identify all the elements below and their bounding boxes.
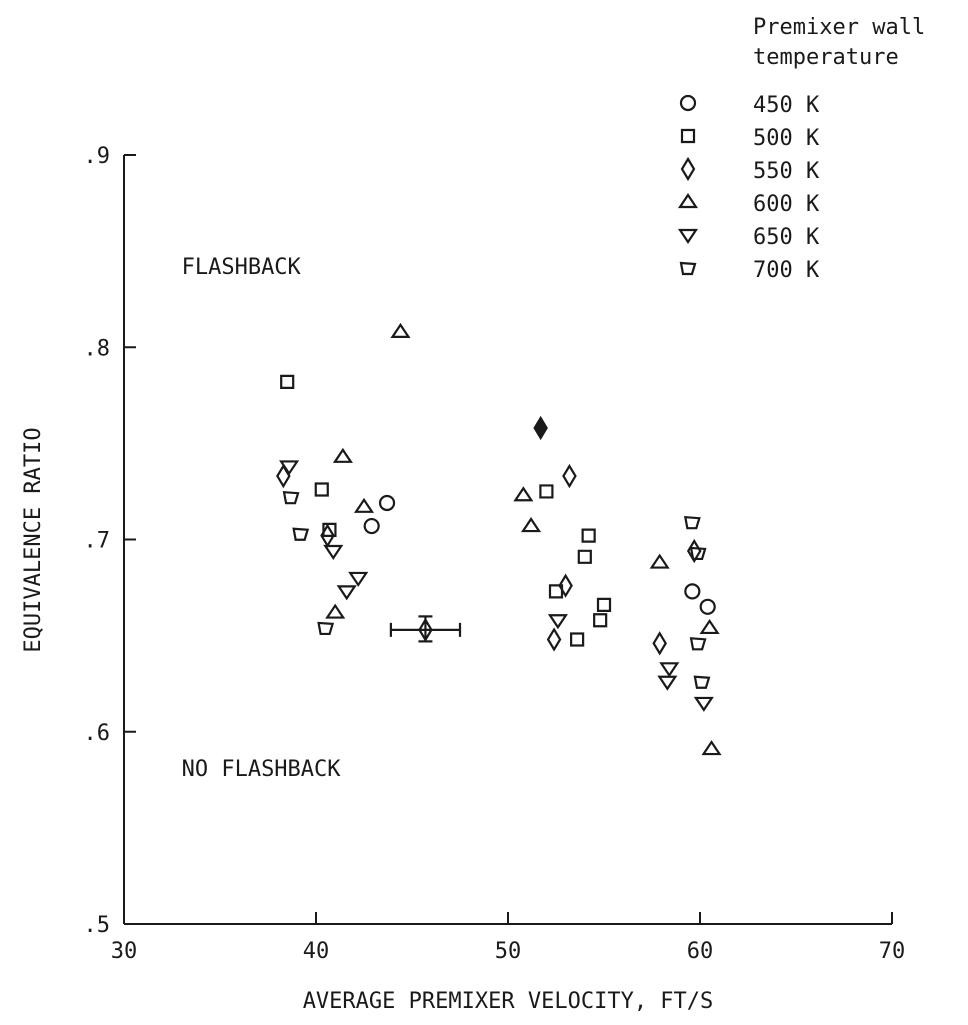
x-axis-ticks: 30 40 50 60 70 <box>111 912 906 964</box>
y-tick-label: .9 <box>84 144 111 169</box>
data-point-550-k <box>652 631 667 656</box>
legend-label-500-k: 500 K <box>753 126 820 151</box>
data-point-700-k <box>317 621 335 636</box>
x-axis-title: AVERAGE PREMIXER VELOCITY, FT/S <box>303 989 714 1014</box>
legend-label-650-k: 650 K <box>753 225 820 250</box>
y-axis-ticks: .5 .6 .7 .8 .9 <box>84 144 136 938</box>
error-bar <box>389 615 462 643</box>
data-point-600-k <box>701 740 722 756</box>
data-point-700-k <box>683 515 701 530</box>
x-tick-label: 40 <box>303 939 330 964</box>
x-tick-label: 50 <box>495 939 522 964</box>
legend-marker-450-k <box>679 94 697 112</box>
legend-marker-600-k <box>677 193 699 209</box>
data-point-650-k <box>348 571 369 587</box>
error-bar-center-marker <box>418 617 433 642</box>
data-point-500-k <box>593 613 608 628</box>
data-point-700-k <box>282 491 300 505</box>
region-label: FLASHBACK <box>182 255 302 280</box>
y-tick-label: .8 <box>84 336 111 361</box>
y-axis-title: EQUIVALENCE RATIO <box>21 427 46 652</box>
data-point-450-k <box>699 598 716 615</box>
legend-label-550-k: 550 K <box>753 159 820 184</box>
region-labels: FLASHBACK NO FLASHBACK <box>182 255 342 782</box>
data-point-600-k <box>353 497 375 513</box>
legend-title: Premixer wall <box>753 15 925 40</box>
region-label: NO FLASHBACK <box>182 757 342 782</box>
x-tick-label: 30 <box>111 939 138 964</box>
data-point-650-k <box>547 614 568 630</box>
data-point-600-k <box>513 486 534 502</box>
data-point-650-k <box>336 585 357 601</box>
legend-marker-500-k <box>680 128 696 144</box>
data-point-550-k <box>562 463 577 489</box>
data-point-500-k <box>539 484 554 499</box>
data-point-450-k <box>378 494 396 512</box>
data-point-700-k <box>689 546 707 561</box>
data-point-700-k <box>292 527 310 541</box>
data-point-650-k <box>659 662 680 678</box>
data-point-600-k <box>649 553 670 569</box>
data-point-700-k <box>689 637 707 651</box>
data-point-550-k <box>276 463 291 489</box>
x-tick-label: 60 <box>687 939 714 964</box>
legend-label-450-k: 450 K <box>753 93 820 118</box>
data-point-500-k <box>596 597 612 612</box>
data-point-500-k <box>570 632 585 647</box>
data-point-650-k <box>693 696 714 712</box>
data-point-650-k <box>323 544 344 561</box>
data-point-450-k <box>684 583 701 600</box>
data-point-650-k <box>657 675 678 691</box>
data-point-600-k <box>520 517 542 533</box>
legend-marker-650-k <box>677 228 699 244</box>
data-point-700-k <box>693 675 711 689</box>
x-tick-label: 70 <box>879 939 906 964</box>
data-point-600-k <box>325 603 346 619</box>
y-tick-label: .7 <box>84 529 111 554</box>
legend-label-600-k: 600 K <box>753 192 820 217</box>
data-point-450-k <box>363 517 380 535</box>
data-point-600-k <box>332 447 353 463</box>
y-tick-label: .6 <box>84 721 111 746</box>
data-point-500-k <box>548 584 564 599</box>
legend-marker-700-k <box>679 261 697 276</box>
data-point-600-k <box>699 618 720 635</box>
data-markers <box>276 322 722 756</box>
data-point-600-k <box>390 322 411 338</box>
y-tick-label: .5 <box>84 913 111 938</box>
data-point-500-k <box>581 528 596 543</box>
legend: Premixer wall temperature 450 K 500 K 550 K 6… <box>677 15 925 283</box>
data-point-550-k <box>558 573 573 598</box>
legend-title: temperature <box>753 45 899 70</box>
data-point-500-k <box>314 482 329 497</box>
data-point-500-k <box>577 549 592 564</box>
data-point-500-k <box>280 374 295 389</box>
legend-label-700-k: 700 K <box>753 258 820 283</box>
legend-marker-550-k <box>680 156 696 182</box>
data-point-550-k <box>546 627 562 652</box>
data-point-550-k <box>533 415 548 441</box>
data-point-650-k <box>279 460 300 476</box>
